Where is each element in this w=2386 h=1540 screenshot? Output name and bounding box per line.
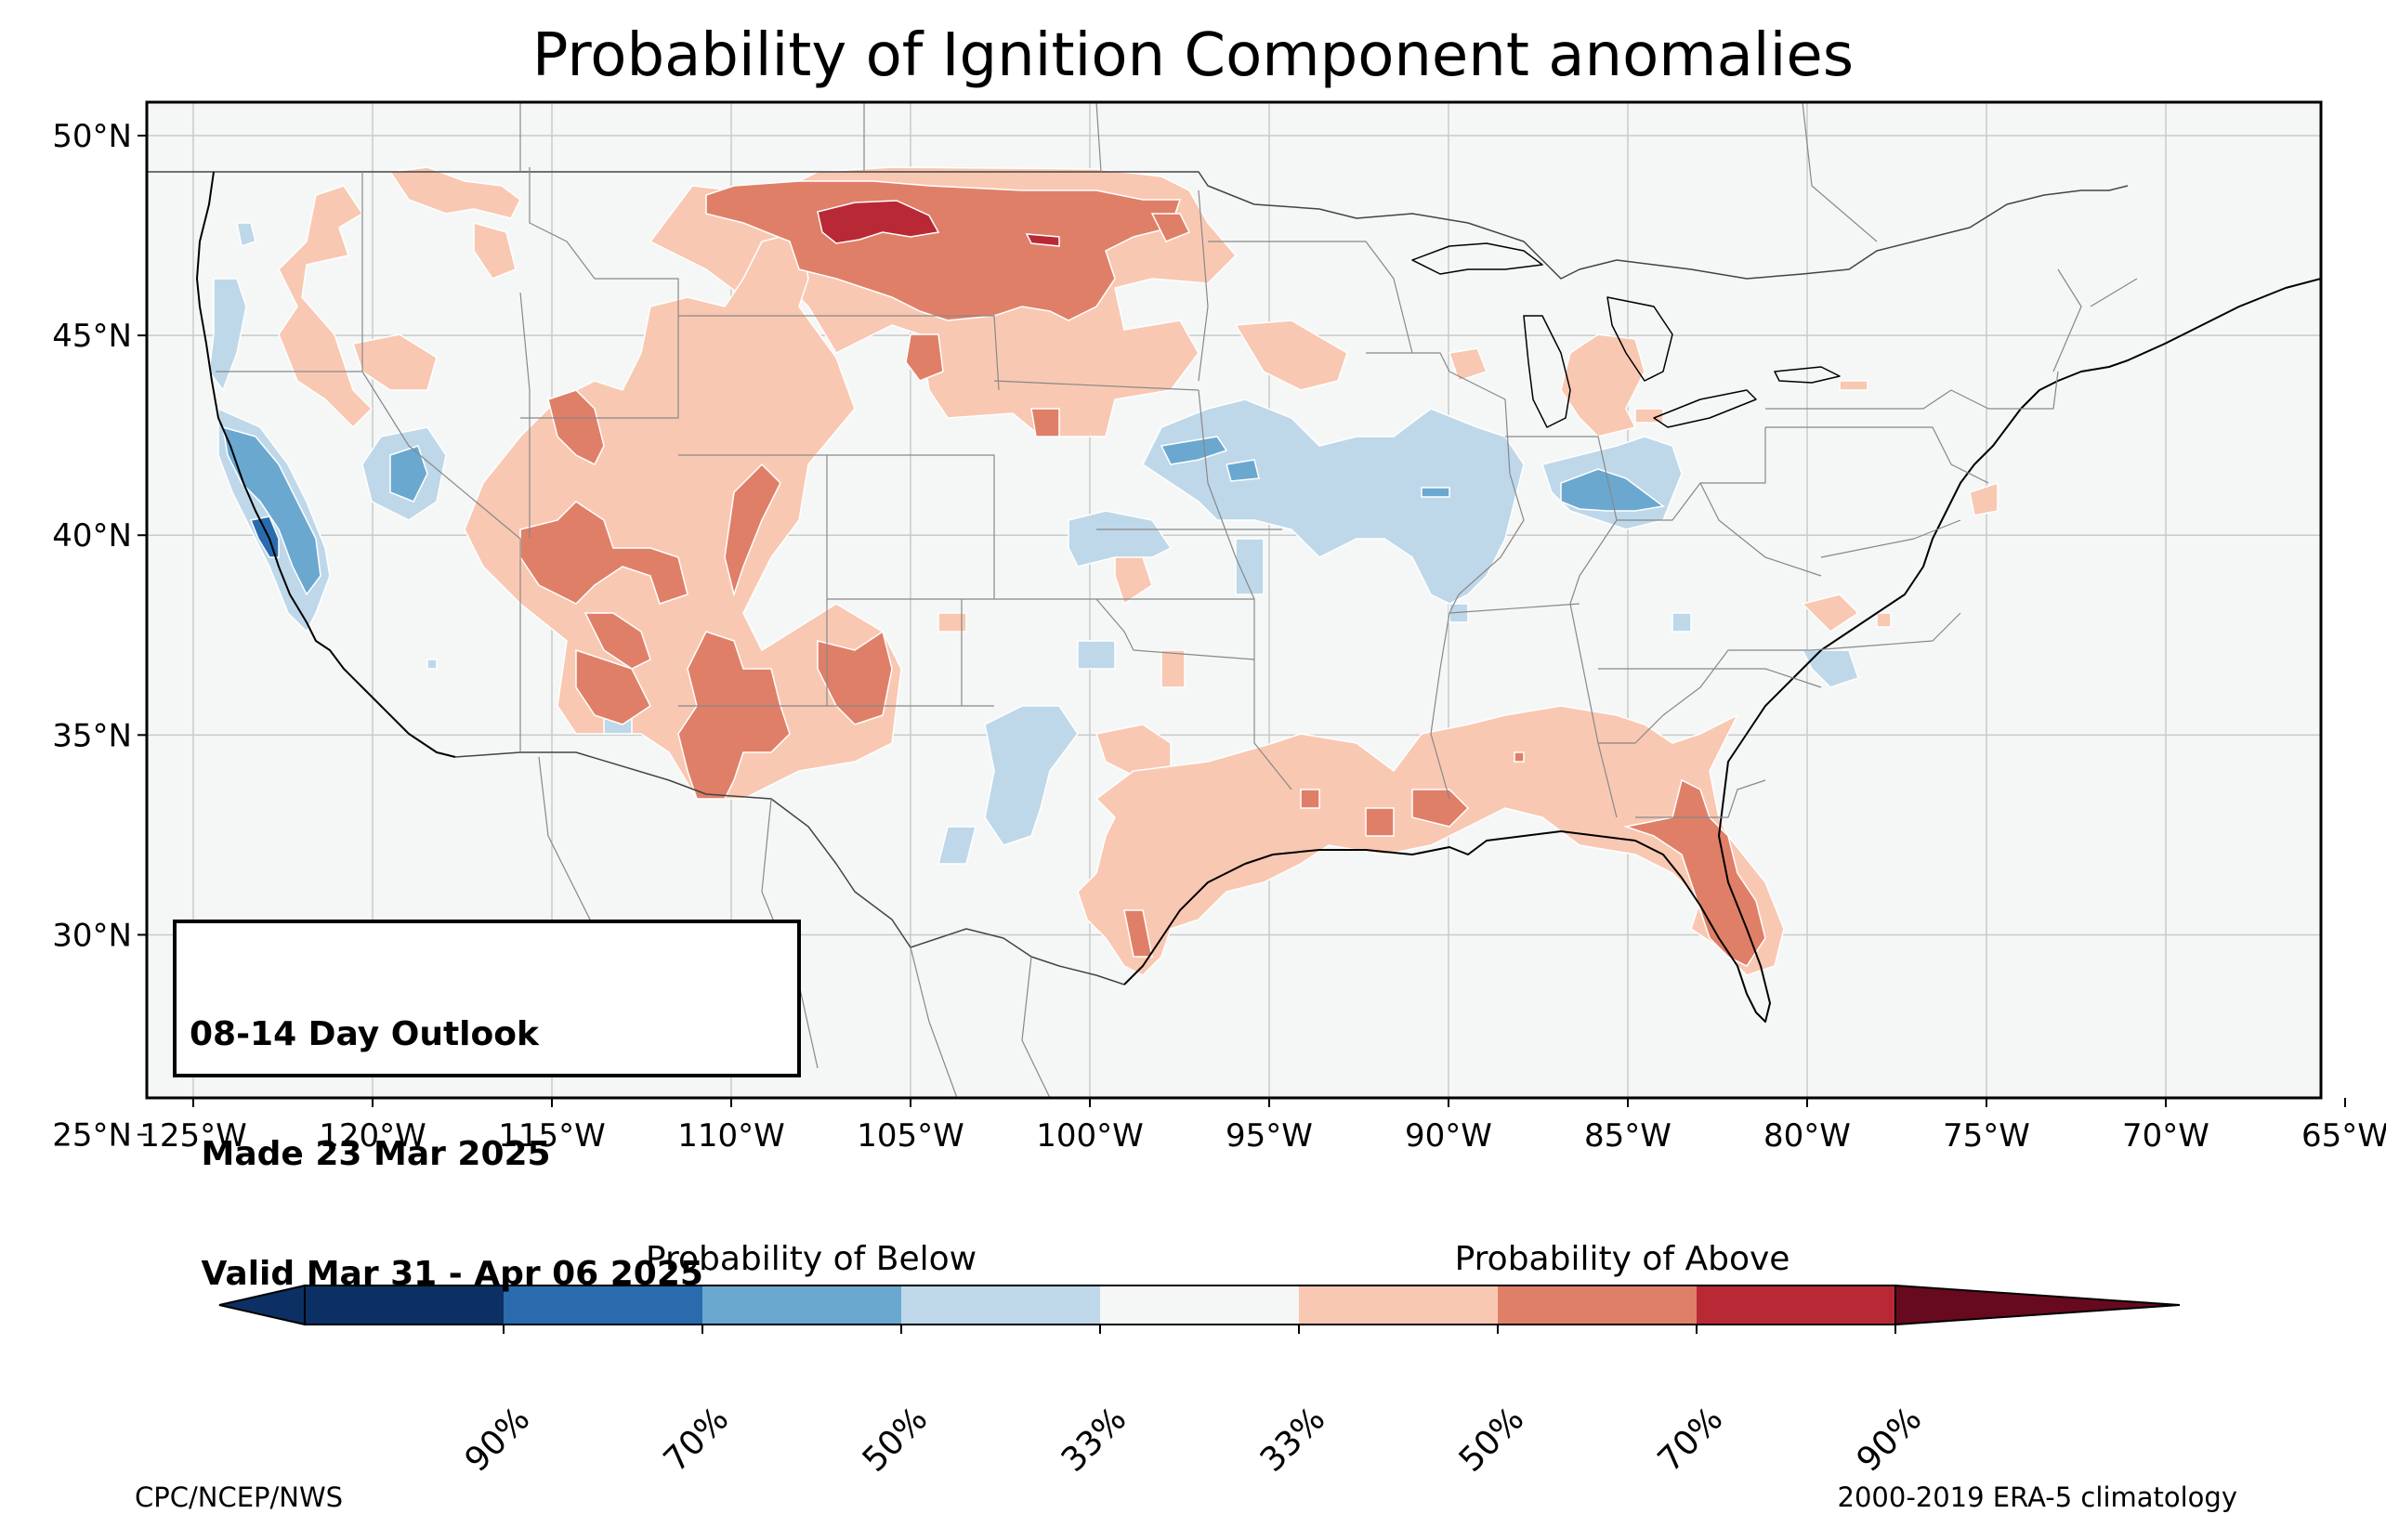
outlook-period: 08-14 Day Outlook bbox=[190, 1015, 539, 1053]
lat-tick-label: 45°N bbox=[52, 318, 132, 355]
lon-tick-label: 80°W bbox=[1763, 1117, 1851, 1155]
lon-tick-label: 95°W bbox=[1226, 1117, 1313, 1155]
lake-ontario bbox=[1774, 366, 1841, 384]
colorbar bbox=[218, 1284, 2181, 1334]
lon-tick-label: 115°W bbox=[498, 1117, 606, 1155]
map-title: Probability of Ignition Component anomal… bbox=[531, 21, 1855, 90]
colorbar-above-caption: Probability of Above bbox=[1454, 1240, 1790, 1278]
map-frame bbox=[145, 100, 2323, 1100]
outlook-made-date: Made 23 Mar 2025 bbox=[190, 1135, 551, 1173]
above-70-regions bbox=[817, 200, 1060, 247]
lake-michigan bbox=[1523, 315, 1571, 428]
colorbar-segment bbox=[702, 1286, 901, 1325]
colorbar-segment bbox=[305, 1286, 504, 1325]
lon-tick-label: 100°W bbox=[1036, 1117, 1144, 1155]
lat-tick-label: 30°N bbox=[52, 917, 132, 954]
lake-erie bbox=[1653, 389, 1757, 428]
lake-huron bbox=[1606, 296, 1673, 382]
longitude-axis: 125°W 120°W 115°W 110°W 105°W 100°W 95°W 90°W 85… bbox=[139, 1098, 2386, 1155]
lon-tick-label: 90°W bbox=[1405, 1117, 1492, 1155]
lon-tick-label: 70°W bbox=[2122, 1117, 2209, 1155]
below-50-regions bbox=[222, 425, 1665, 596]
lon-tick-label: 85°W bbox=[1584, 1117, 1672, 1155]
outlook-valid-range: Valid Mar 31 - Apr 06 2025 bbox=[190, 1255, 703, 1293]
latitude-axis: 50°N 45°N 40°N 35°N 30°N 25°N bbox=[52, 118, 147, 1155]
colorbar-segment bbox=[1299, 1286, 1498, 1325]
outlook-info-box: 08-14 Day Outlook Made 23 Mar 2025 Valid… bbox=[173, 920, 801, 1293]
lon-tick-label: 105°W bbox=[857, 1117, 964, 1155]
lake-superior bbox=[1411, 242, 1543, 275]
gulf-coast bbox=[1123, 278, 2321, 1023]
footer-climatology: 2000-2019 ERA-5 climatology bbox=[1837, 1481, 2237, 1513]
lon-tick-label: 120°W bbox=[319, 1117, 426, 1155]
probability-shading bbox=[208, 166, 1999, 976]
colorbar-extend-above bbox=[1894, 1284, 2181, 1326]
lat-tick-label: 25°N bbox=[52, 1117, 132, 1155]
west-coast bbox=[196, 171, 456, 758]
canada-provinces bbox=[519, 102, 1878, 242]
colorbar-segment bbox=[1498, 1286, 1697, 1325]
lat-tick-label: 50°N bbox=[52, 118, 132, 155]
lon-tick-label: 125°W bbox=[139, 1117, 247, 1155]
colorbar-segment bbox=[504, 1286, 702, 1325]
colorbar-segment bbox=[1697, 1286, 1895, 1325]
above-50-regions bbox=[519, 180, 1766, 967]
state-boundaries bbox=[216, 167, 2138, 818]
colorbar-below-caption: Probability of Below bbox=[645, 1240, 977, 1278]
us-canada-border bbox=[147, 171, 2129, 280]
colorbar-segment bbox=[901, 1286, 1100, 1325]
lon-tick-label: 75°W bbox=[1943, 1117, 2030, 1155]
footer-source: CPC/NCEP/NWS bbox=[135, 1481, 344, 1513]
lon-tick-label: 110°W bbox=[677, 1117, 785, 1155]
colorbar-segment bbox=[1100, 1286, 1299, 1325]
lat-tick-label: 40°N bbox=[52, 517, 132, 555]
lat-tick-label: 35°N bbox=[52, 717, 132, 754]
lon-tick-label: 65°W bbox=[2301, 1117, 2386, 1155]
